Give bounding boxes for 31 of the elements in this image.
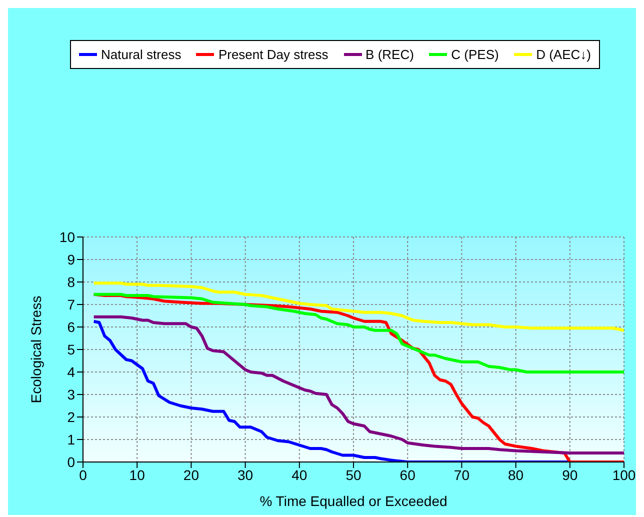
x-tick-label: 20 <box>183 466 200 483</box>
y-tick-label: 10 <box>59 228 76 245</box>
legend-label: C (PES) <box>450 47 499 62</box>
y-tick-label: 7 <box>67 296 76 312</box>
x-tick-label: 30 <box>238 466 254 483</box>
x-tick-label: 100 <box>612 466 636 483</box>
y-axis-title: Ecological Stress <box>28 296 44 404</box>
x-tick-label: 60 <box>400 466 416 483</box>
y-tick-label: 9 <box>67 251 76 268</box>
y-tick-label: 8 <box>67 274 76 290</box>
line-series <box>92 282 624 332</box>
x-tick-label: 0 <box>79 466 88 483</box>
x-tick-label: 40 <box>292 466 308 483</box>
line-series <box>92 292 624 374</box>
y-tick-label: 4 <box>67 364 76 380</box>
x-tick-label: 50 <box>346 466 362 483</box>
x-tick-label: 90 <box>562 466 578 483</box>
y-tick-label: 6 <box>67 318 76 335</box>
legend-label: Natural stress <box>100 47 182 62</box>
legend-label: B (REC) <box>364 47 414 62</box>
legend-label: Present Day stress <box>217 47 328 62</box>
y-tick-label: 5 <box>67 341 76 358</box>
y-tick-label: 2 <box>67 408 76 425</box>
y-tick-label: 0 <box>67 454 76 470</box>
y-tick-label: 1 <box>67 431 76 448</box>
x-tick-label: 80 <box>508 466 524 483</box>
x-tick-label: 10 <box>129 466 146 483</box>
y-tick-label: 3 <box>67 386 76 402</box>
x-tick-label: 70 <box>454 466 470 483</box>
x-axis-title: % Time Equalled or Exceeded <box>260 493 448 509</box>
legend-label: D (AEC↓) <box>535 47 591 62</box>
